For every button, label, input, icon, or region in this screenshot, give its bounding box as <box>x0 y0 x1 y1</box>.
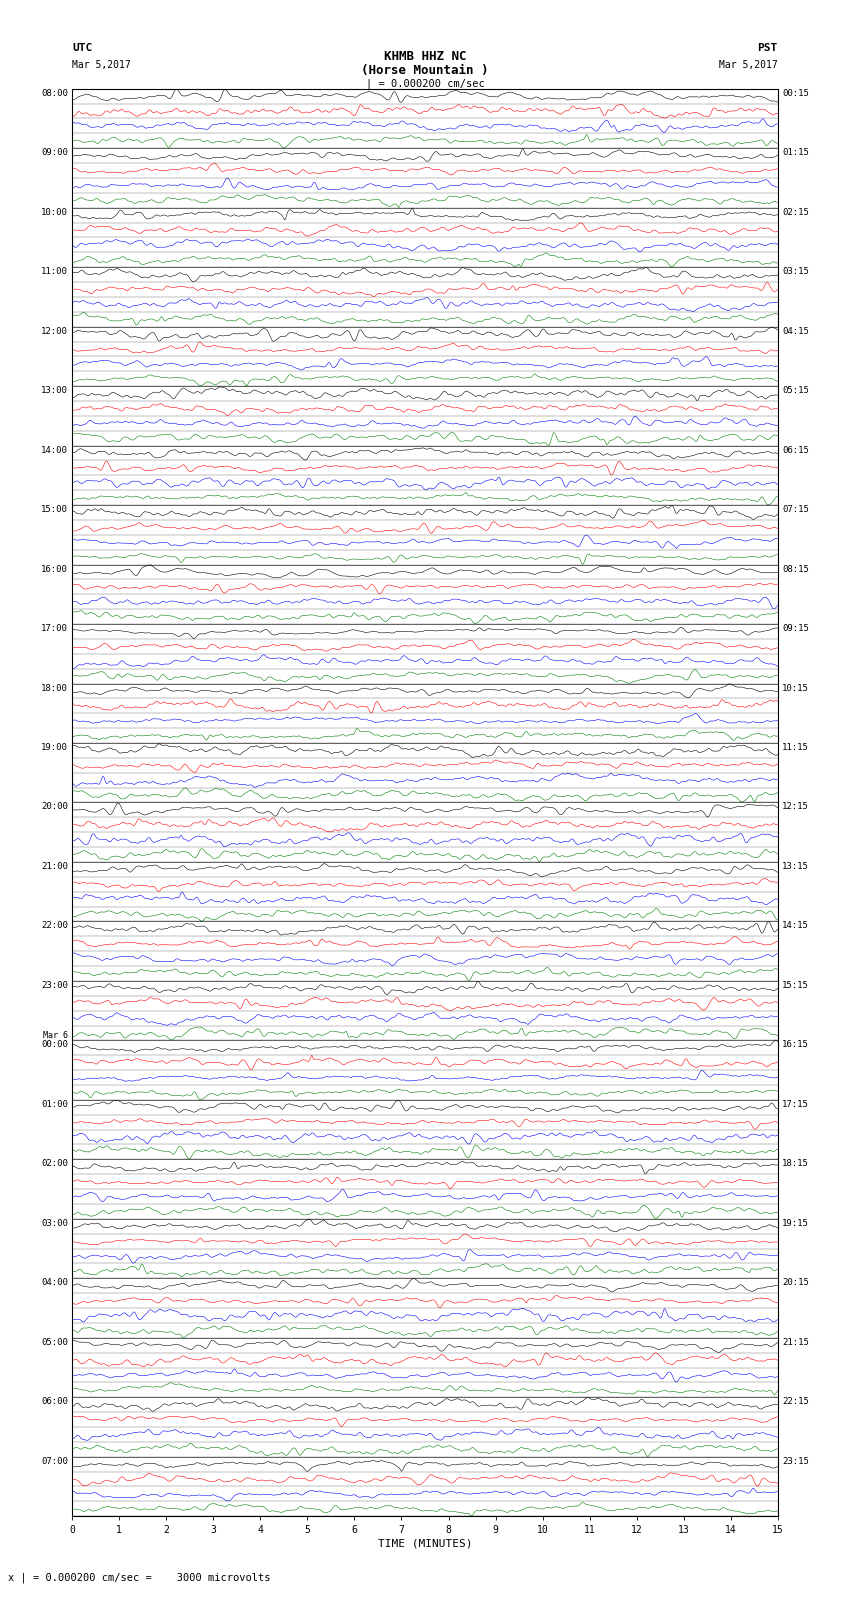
Text: 01:00: 01:00 <box>41 1100 68 1108</box>
Text: 15:00: 15:00 <box>41 505 68 515</box>
Text: 18:15: 18:15 <box>782 1160 809 1168</box>
Text: 15:15: 15:15 <box>782 981 809 990</box>
Text: 10:00: 10:00 <box>41 208 68 216</box>
Text: 21:15: 21:15 <box>782 1337 809 1347</box>
Text: 05:15: 05:15 <box>782 386 809 395</box>
Text: 12:15: 12:15 <box>782 803 809 811</box>
Text: 05:00: 05:00 <box>41 1337 68 1347</box>
Text: 12:00: 12:00 <box>41 326 68 336</box>
Text: 09:00: 09:00 <box>41 148 68 156</box>
Text: 06:15: 06:15 <box>782 445 809 455</box>
Text: 00:15: 00:15 <box>782 89 809 98</box>
Text: 13:00: 13:00 <box>41 386 68 395</box>
Text: 04:00: 04:00 <box>41 1277 68 1287</box>
Text: 19:00: 19:00 <box>41 744 68 752</box>
Text: KHMB HHZ NC: KHMB HHZ NC <box>383 50 467 63</box>
Text: 02:00: 02:00 <box>41 1160 68 1168</box>
Text: Mar 5,2017: Mar 5,2017 <box>719 60 778 69</box>
Text: 17:15: 17:15 <box>782 1100 809 1108</box>
Text: 08:15: 08:15 <box>782 565 809 574</box>
Text: 16:15: 16:15 <box>782 1040 809 1050</box>
Text: 23:00: 23:00 <box>41 981 68 990</box>
Text: 22:15: 22:15 <box>782 1397 809 1407</box>
Text: 21:00: 21:00 <box>41 861 68 871</box>
Text: Mar 5,2017: Mar 5,2017 <box>72 60 131 69</box>
Text: 03:00: 03:00 <box>41 1219 68 1227</box>
Text: 07:15: 07:15 <box>782 505 809 515</box>
Text: 09:15: 09:15 <box>782 624 809 632</box>
Text: 01:15: 01:15 <box>782 148 809 156</box>
Text: 04:15: 04:15 <box>782 326 809 336</box>
Text: 14:15: 14:15 <box>782 921 809 931</box>
Text: 22:00: 22:00 <box>41 921 68 931</box>
Text: 11:00: 11:00 <box>41 268 68 276</box>
Text: 14:00: 14:00 <box>41 445 68 455</box>
Text: 00:00: 00:00 <box>41 1040 68 1050</box>
Text: PST: PST <box>757 44 778 53</box>
Text: Mar 6: Mar 6 <box>43 1031 68 1040</box>
Text: x | = 0.000200 cm/sec =    3000 microvolts: x | = 0.000200 cm/sec = 3000 microvolts <box>8 1573 271 1582</box>
Text: | = 0.000200 cm/sec: | = 0.000200 cm/sec <box>366 79 484 89</box>
Text: UTC: UTC <box>72 44 93 53</box>
Text: 08:00: 08:00 <box>41 89 68 98</box>
Text: 03:15: 03:15 <box>782 268 809 276</box>
Text: 07:00: 07:00 <box>41 1457 68 1466</box>
Text: 13:15: 13:15 <box>782 861 809 871</box>
Text: 02:15: 02:15 <box>782 208 809 216</box>
Text: 17:00: 17:00 <box>41 624 68 632</box>
Text: 16:00: 16:00 <box>41 565 68 574</box>
Text: (Horse Mountain ): (Horse Mountain ) <box>361 65 489 77</box>
Text: 10:15: 10:15 <box>782 684 809 692</box>
Text: 20:00: 20:00 <box>41 803 68 811</box>
Text: 06:00: 06:00 <box>41 1397 68 1407</box>
X-axis label: TIME (MINUTES): TIME (MINUTES) <box>377 1539 473 1548</box>
Text: 20:15: 20:15 <box>782 1277 809 1287</box>
Text: 23:15: 23:15 <box>782 1457 809 1466</box>
Text: 19:15: 19:15 <box>782 1219 809 1227</box>
Text: 11:15: 11:15 <box>782 744 809 752</box>
Text: 18:00: 18:00 <box>41 684 68 692</box>
